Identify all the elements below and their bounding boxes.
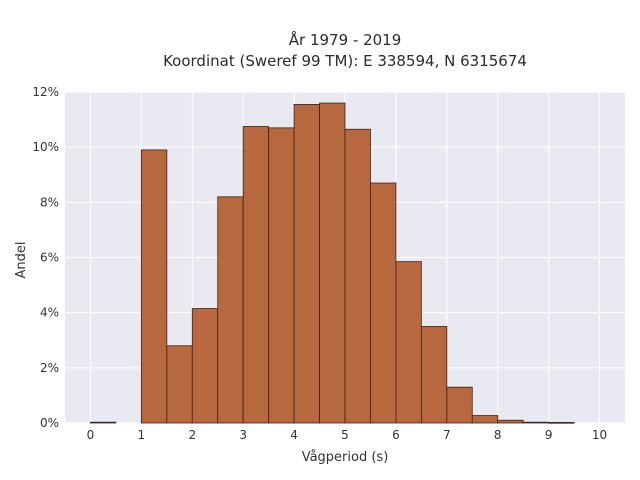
- y-axis-label: Andel: [14, 242, 29, 279]
- histogram-bar: [140, 149, 168, 424]
- x-tick-label: 5: [341, 428, 349, 442]
- histogram-bar: [420, 326, 448, 424]
- y-tick-label: 4%: [40, 306, 59, 320]
- y-axis-ticks: 0% 2% 4% 6% 8% 10% 12%: [32, 85, 59, 430]
- x-tick-label: 2: [188, 428, 196, 442]
- x-tick-label: 4: [290, 428, 298, 442]
- x-axis-label: Vågperiod (s): [302, 450, 389, 465]
- chart-title-line1: År 1979 - 2019: [289, 30, 402, 49]
- histogram-bar: [90, 421, 117, 424]
- x-tick-label: 0: [87, 428, 95, 442]
- histogram-bar: [242, 126, 270, 424]
- y-tick-label: 0%: [40, 416, 59, 430]
- histogram-bar: [166, 345, 193, 424]
- chart-title-line2: Koordinat (Sweref 99 TM): E 338594, N 63…: [163, 52, 527, 70]
- x-tick-label: 10: [592, 428, 607, 442]
- histogram-bar: [268, 127, 295, 424]
- histogram-bar: [191, 308, 219, 424]
- histogram-bar: [497, 419, 524, 424]
- histogram-bar: [370, 182, 397, 424]
- histogram-bar: [217, 196, 244, 424]
- x-tick-label: 1: [138, 428, 146, 442]
- x-axis-ticks: 0 1 2 3 4 5 6 7 8 9 10: [87, 428, 608, 442]
- x-tick-label: 3: [239, 428, 247, 442]
- histogram-bar: [293, 104, 320, 424]
- x-tick-label: 8: [494, 428, 502, 442]
- y-tick-label: 10%: [32, 140, 59, 154]
- histogram-bar: [395, 261, 422, 424]
- histogram-bar: [471, 415, 499, 424]
- bars: [90, 102, 575, 424]
- x-tick-label: 9: [545, 428, 553, 442]
- histogram-bar: [522, 421, 550, 424]
- y-tick-label: 2%: [40, 361, 59, 375]
- histogram-bar: [344, 128, 371, 424]
- y-tick-label: 6%: [40, 251, 59, 265]
- y-tick-label: 12%: [32, 85, 59, 99]
- histogram-bar: [319, 102, 346, 424]
- x-tick-label: 7: [443, 428, 451, 442]
- x-tick-label: 6: [392, 428, 400, 442]
- histogram-bar: [548, 422, 575, 424]
- y-tick-label: 8%: [40, 195, 59, 209]
- histogram-bar: [446, 386, 473, 424]
